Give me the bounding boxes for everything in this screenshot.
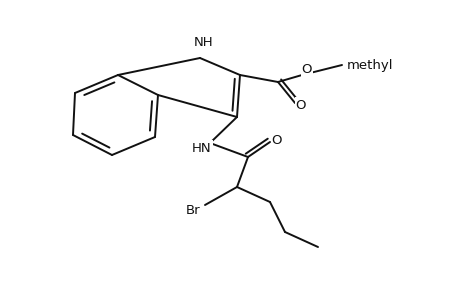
Text: NH: NH xyxy=(194,36,213,49)
Text: O: O xyxy=(295,98,306,112)
Text: Br: Br xyxy=(185,203,200,217)
Text: HN: HN xyxy=(192,142,211,154)
Text: O: O xyxy=(301,62,312,76)
Text: methyl: methyl xyxy=(346,58,392,71)
Text: O: O xyxy=(271,134,282,146)
